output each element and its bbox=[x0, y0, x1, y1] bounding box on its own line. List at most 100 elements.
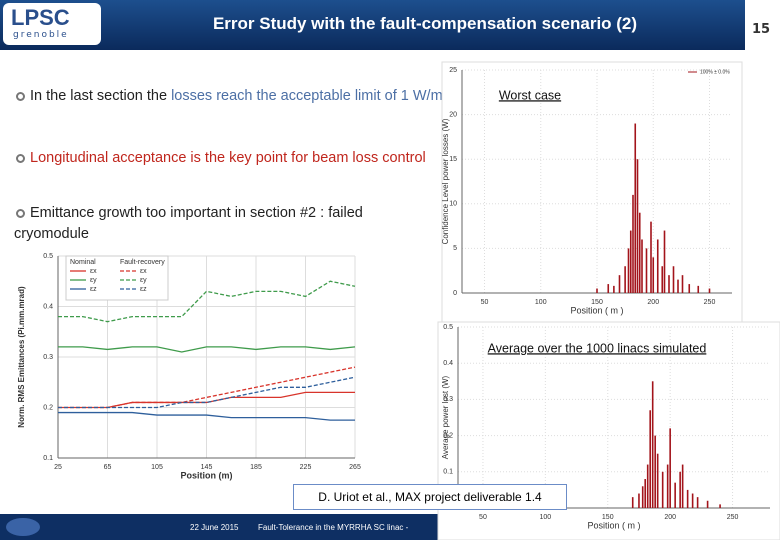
loss-spike bbox=[706, 500, 709, 508]
loss-spike bbox=[674, 482, 676, 508]
legend-label: εy bbox=[90, 277, 97, 284]
chart-background bbox=[441, 61, 743, 325]
x-tick-label: 25 bbox=[54, 464, 62, 471]
x-tick-label: 265 bbox=[349, 464, 361, 471]
loss-spike bbox=[618, 275, 621, 293]
loss-spike bbox=[663, 230, 666, 293]
x-tick-label: 150 bbox=[591, 299, 603, 306]
x-tick-label: 50 bbox=[479, 514, 487, 521]
loss-spike bbox=[656, 239, 659, 293]
loss-spike bbox=[666, 464, 669, 508]
bullet-text: losses reach the acceptable limit of 1 W… bbox=[171, 88, 443, 104]
chart-title: Average over the 1000 linacs simulated bbox=[488, 341, 707, 355]
x-tick-label: 150 bbox=[602, 514, 614, 521]
loss-spike bbox=[646, 464, 649, 508]
legend-label: εx bbox=[90, 268, 97, 275]
footer-date: 22 June 2015 bbox=[190, 523, 239, 532]
loss-spike bbox=[681, 275, 684, 293]
loss-spike bbox=[661, 471, 664, 508]
bullet-text: Longitudinal acceptance is the key point… bbox=[30, 150, 426, 166]
loss-spike bbox=[651, 381, 654, 508]
y-tick-label: 0.5 bbox=[43, 253, 53, 260]
y-axis-label: Average power lost (W) bbox=[441, 375, 450, 459]
y-tick-label: 0.1 bbox=[443, 469, 453, 476]
y-tick-label: 0.4 bbox=[443, 360, 453, 367]
series-line bbox=[58, 280, 356, 323]
loss-spike bbox=[679, 471, 681, 508]
loss-spike bbox=[656, 453, 659, 508]
x-axis-label: Position ( m ) bbox=[587, 520, 640, 530]
y-tick-label: 10 bbox=[449, 201, 457, 208]
y-tick-label: 15 bbox=[449, 156, 457, 163]
bullet-icon bbox=[16, 92, 25, 101]
loss-spike bbox=[613, 285, 615, 293]
x-tick-label: 200 bbox=[647, 299, 659, 306]
x-tick-label: 200 bbox=[664, 514, 676, 521]
x-tick-label: 145 bbox=[201, 464, 213, 471]
header-bar bbox=[0, 0, 745, 50]
series-line bbox=[58, 411, 355, 421]
chart-title: Worst case bbox=[499, 88, 561, 102]
y-tick-label: 0.1 bbox=[43, 455, 53, 462]
loss-spike bbox=[686, 489, 689, 508]
loss-spike bbox=[696, 497, 699, 508]
loss-spike bbox=[697, 285, 700, 293]
loss-spike bbox=[652, 257, 655, 293]
bullet-icon bbox=[16, 209, 25, 218]
loss-spike bbox=[645, 248, 648, 293]
loss-spike bbox=[638, 212, 641, 293]
y-tick-label: 0.3 bbox=[43, 354, 53, 361]
bullet-icon bbox=[16, 154, 25, 163]
x-tick-label: 100 bbox=[535, 299, 547, 306]
x-tick-label: 185 bbox=[250, 464, 262, 471]
loss-spike bbox=[669, 428, 671, 508]
loss-spike bbox=[668, 275, 670, 293]
slide-title: Error Study with the fault-compensation … bbox=[212, 14, 638, 33]
x-tick-label: 250 bbox=[704, 299, 716, 306]
legend-label: εz bbox=[140, 286, 147, 293]
legend-label: εx bbox=[140, 268, 147, 275]
loss-spike bbox=[661, 266, 664, 293]
loss-spike bbox=[624, 266, 626, 293]
loss-spike bbox=[649, 410, 651, 508]
loss-spike bbox=[627, 248, 630, 293]
loss-spike bbox=[631, 497, 634, 508]
loss-spike bbox=[654, 435, 656, 508]
citation: D. Uriot et al., MAX project deliverable… bbox=[293, 484, 567, 510]
x-tick-label: 50 bbox=[481, 299, 489, 306]
x-tick-label: 105 bbox=[151, 464, 163, 471]
x-tick-label: 100 bbox=[540, 514, 552, 521]
chart-background bbox=[0, 250, 365, 492]
legend-label: εz bbox=[90, 286, 97, 293]
bullet-text: Emittance growth too important in sectio… bbox=[14, 205, 363, 242]
x-tick-label: 225 bbox=[300, 464, 312, 471]
page-number: 15 bbox=[752, 22, 771, 37]
y-tick-label: 0.2 bbox=[43, 404, 53, 411]
x-axis-label: Position (m) bbox=[181, 470, 233, 480]
logo: LPSC grenoble bbox=[3, 3, 101, 45]
logo-subtext: grenoble bbox=[13, 30, 69, 40]
loss-spike bbox=[636, 159, 639, 293]
footer-logo bbox=[6, 518, 40, 536]
legend-box bbox=[65, 255, 169, 301]
x-axis-label: Position ( m ) bbox=[570, 305, 623, 315]
loss-spike bbox=[641, 486, 644, 508]
loss-spike bbox=[691, 493, 694, 508]
loss-spike bbox=[688, 284, 691, 293]
x-tick-label: 250 bbox=[727, 514, 739, 521]
y-axis-label: Confidence Level power losses (W) bbox=[441, 118, 450, 244]
y-tick-label: 20 bbox=[449, 111, 457, 118]
bullet: In the last section the losses reach the… bbox=[14, 86, 444, 107]
series-line bbox=[58, 376, 356, 409]
loss-spike bbox=[719, 504, 721, 508]
loss-spike bbox=[596, 288, 598, 293]
logo-text: LPSC bbox=[11, 5, 70, 30]
loss-spike bbox=[672, 266, 675, 293]
loss-spike bbox=[634, 123, 637, 294]
y-tick-label: 0.3 bbox=[443, 396, 453, 403]
legend-title: Nominal bbox=[70, 259, 96, 266]
x-tick-label: 65 bbox=[104, 464, 112, 471]
y-tick-label: 25 bbox=[449, 67, 457, 74]
loss-spike bbox=[644, 479, 646, 508]
